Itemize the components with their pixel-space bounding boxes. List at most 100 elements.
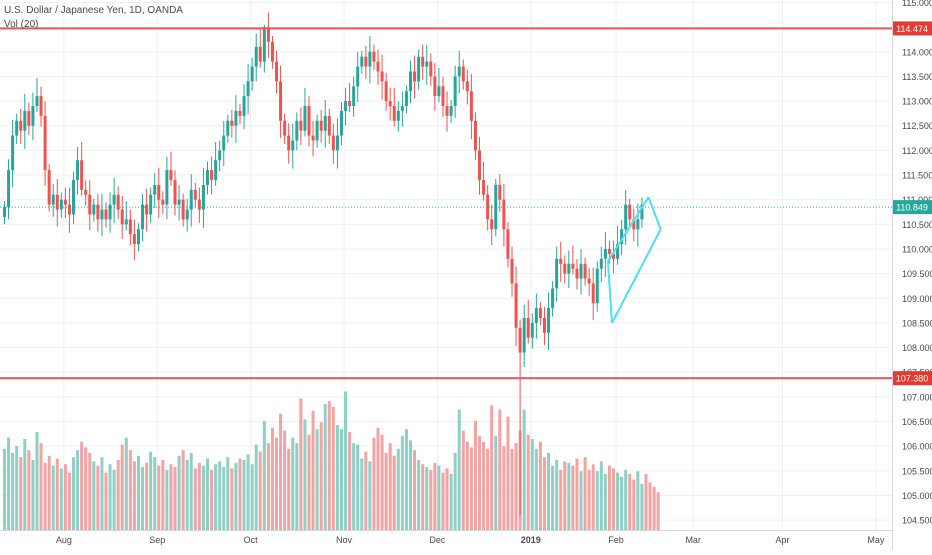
candle-body — [279, 81, 282, 120]
volume-bar — [539, 442, 542, 530]
y-tick-label: 115.000 — [902, 0, 932, 8]
volume-bar — [429, 470, 432, 530]
candle-body — [218, 150, 221, 160]
candle-body — [547, 308, 550, 333]
volume-bar — [129, 450, 132, 530]
volume-bar — [133, 461, 136, 530]
candle-body — [523, 318, 526, 353]
volume-bar — [563, 461, 566, 530]
price-axis[interactable]: 115.000114.500114.000113.500113.000112.5… — [893, 0, 932, 550]
candle-body — [344, 101, 347, 111]
volume-bar — [27, 450, 30, 530]
candle-body — [421, 57, 424, 67]
candle-body — [210, 170, 213, 180]
candle-body — [3, 207, 6, 217]
volume-bar — [105, 473, 108, 530]
volume-bar — [109, 464, 112, 530]
candle-body — [214, 160, 217, 180]
x-tick-label: Feb — [608, 535, 624, 545]
candle-body — [165, 170, 168, 205]
candle-body — [519, 328, 522, 353]
volume-bar — [632, 480, 635, 530]
candle-body — [153, 185, 156, 195]
volume-bar — [178, 456, 181, 530]
volume-bar — [165, 470, 168, 530]
volume-bar — [145, 463, 148, 530]
volume-bar — [523, 410, 526, 530]
y-tick-label: 113.500 — [902, 72, 932, 82]
candle-body — [105, 210, 108, 220]
candle-body — [230, 121, 233, 126]
candle-body — [360, 57, 363, 67]
candle-body — [84, 190, 87, 195]
y-tick-label: 108.500 — [902, 318, 932, 328]
volume-bar — [68, 473, 71, 530]
candle-body — [113, 195, 116, 205]
x-tick-label: Nov — [336, 535, 353, 545]
channel-left-edge[interactable] — [608, 261, 612, 323]
candle-body — [531, 323, 534, 338]
candle-body — [283, 121, 286, 136]
current-price-label: 110.849 — [896, 203, 928, 213]
volume-bar — [470, 447, 473, 530]
candle-body — [490, 219, 493, 229]
y-tick-label: 114.000 — [902, 47, 932, 57]
volume-bar — [40, 443, 43, 530]
candle-body — [348, 101, 351, 106]
x-tick-label: May — [867, 535, 885, 545]
candle-body — [206, 170, 209, 185]
y-tick-label: 108.000 — [902, 343, 932, 353]
candle-body — [129, 219, 132, 234]
volume-bar — [405, 429, 408, 530]
candle-body — [287, 136, 290, 151]
candle-body — [511, 259, 514, 284]
candle-body — [7, 170, 10, 207]
volume-bar — [35, 432, 38, 530]
candle-body — [458, 67, 461, 77]
symbol-title[interactable]: U.S. Dollar / Japanese Yen, 1D, OANDA — [4, 4, 183, 18]
volume-bar — [600, 461, 603, 530]
candle-body — [506, 229, 509, 259]
candle-body — [243, 96, 246, 116]
volume-bar — [433, 463, 436, 530]
volume-bar — [644, 474, 647, 530]
candle-body — [234, 111, 237, 126]
candle-body — [470, 91, 473, 121]
volume-bar — [214, 464, 217, 530]
candle-body — [40, 96, 43, 116]
volume-bar — [271, 428, 274, 530]
volume-bar — [628, 474, 631, 530]
candle-body — [433, 76, 436, 96]
volume-bar — [182, 450, 185, 530]
candle-body — [417, 57, 420, 82]
candle-body — [381, 71, 384, 81]
volume-bar — [7, 438, 10, 530]
volume-bar — [149, 452, 152, 530]
volume-bar — [174, 467, 177, 530]
volume-bar — [466, 442, 469, 530]
candle-body — [76, 160, 79, 180]
candle-body — [137, 229, 140, 244]
volume-bar — [251, 464, 254, 530]
volume-bar — [320, 422, 323, 530]
candle-body — [405, 91, 408, 106]
candle-body — [174, 180, 177, 205]
volume-bar — [64, 464, 67, 530]
candle-body — [466, 81, 469, 91]
candle-body — [385, 81, 388, 101]
volume-bar — [283, 431, 286, 530]
volume-indicator-label[interactable]: Vol (20) — [4, 18, 183, 32]
candle-body — [352, 86, 355, 106]
candle-body — [35, 96, 38, 106]
volume-bar — [234, 463, 237, 530]
candle-body — [169, 170, 172, 180]
y-tick-label: 105.500 — [902, 466, 932, 476]
volume-bar — [527, 435, 530, 530]
volume-bars — [3, 391, 660, 530]
candle-body — [413, 71, 416, 81]
volume-bar — [360, 459, 363, 530]
volume-bar — [653, 487, 656, 530]
